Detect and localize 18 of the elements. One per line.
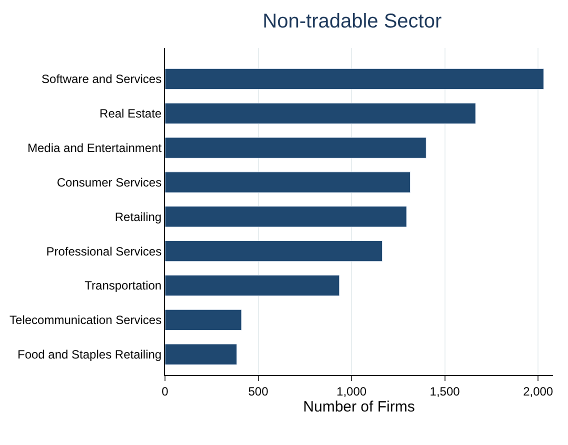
x-axis-title: Number of Firms	[303, 398, 415, 416]
y-tick-label: Software and Services	[42, 72, 162, 86]
bar	[165, 309, 242, 330]
chart-title: Non-tradable Sector	[262, 10, 442, 32]
y-tick-label: Telecommunication Services	[10, 313, 162, 328]
y-tick-label: Food and Staples Retailing	[18, 348, 162, 362]
x-tick-label: 1,500	[430, 384, 460, 398]
y-tick-label: Professional Services	[46, 244, 162, 258]
x-tick-label: 2,000	[523, 384, 554, 398]
y-tick-label: Consumer Services	[56, 175, 162, 190]
y-tick-label: Retailing	[114, 210, 162, 224]
x-tick-label: 500	[248, 384, 269, 398]
x-tick-label: 0	[162, 384, 169, 398]
bar	[165, 344, 238, 365]
x-tick-label: 1,000	[336, 384, 367, 398]
y-tick-label: Transportation	[84, 278, 162, 293]
y-tick-label: Real Estate	[100, 106, 162, 121]
y-tick-label: Media and Entertainment	[28, 141, 162, 156]
